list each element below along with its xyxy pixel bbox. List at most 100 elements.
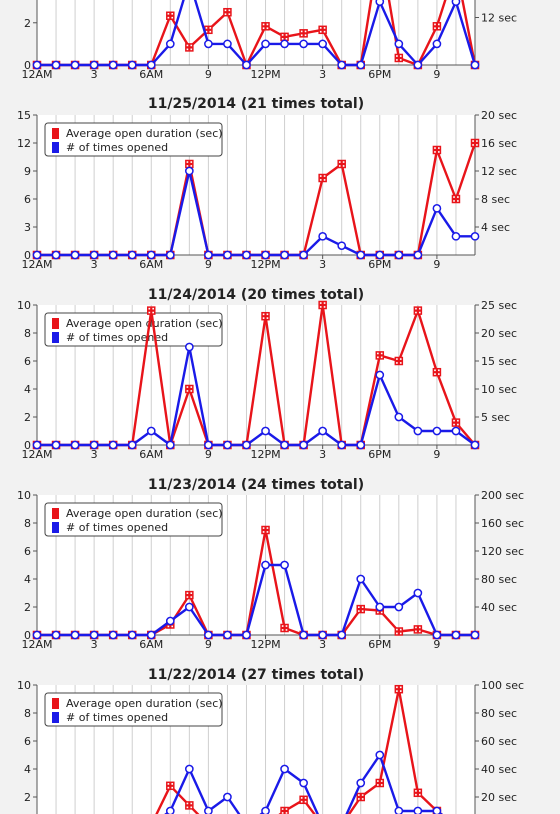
count-point xyxy=(204,806,213,814)
left-tick-label: 8 xyxy=(24,707,31,720)
right-tick-label: 40 sec xyxy=(481,601,517,614)
legend-duration-label: Average open duration (sec) xyxy=(66,697,223,710)
duration-point-cross xyxy=(452,419,459,426)
count-point xyxy=(299,440,308,450)
x-tick-label: 6PM xyxy=(368,638,391,651)
right-tick-label: 12 sec xyxy=(481,12,517,25)
duration-point-cross xyxy=(224,9,231,16)
right-tick-label: 200 sec xyxy=(481,489,524,502)
legend-box xyxy=(44,122,223,157)
duration-point-cross xyxy=(186,802,193,809)
duration-point-cross xyxy=(433,369,440,376)
x-tick-label: 9 xyxy=(433,68,440,81)
duration-point-cross xyxy=(186,44,193,51)
count-point xyxy=(337,630,347,640)
legend-swatch-count xyxy=(52,142,59,153)
legend-swatch-duration xyxy=(52,508,59,519)
count-point xyxy=(375,250,385,260)
duration-point-cross xyxy=(395,54,402,61)
duration-point-cross xyxy=(205,26,212,33)
right-tick-label: 25 sec xyxy=(481,299,517,312)
count-point xyxy=(165,616,175,626)
x-tick-label: 3 xyxy=(91,68,98,81)
left-tick-label: 6 xyxy=(24,545,31,558)
chart-title: 11/23/2014 (24 times total) xyxy=(148,477,364,493)
count-point xyxy=(432,426,442,436)
left-tick-label: 2 xyxy=(24,601,31,614)
count-point xyxy=(394,39,404,49)
right-tick-label: 120 sec xyxy=(481,545,524,558)
duration-point-cross xyxy=(376,352,383,359)
count-point xyxy=(299,778,308,788)
left-tick-label: 8 xyxy=(24,517,31,530)
right-tick-label: 160 sec xyxy=(481,517,524,530)
count-point xyxy=(127,60,137,70)
count-point xyxy=(32,630,42,640)
chart-panel-1: 0 3 6 9 12 15 4 sec 8 sec 12 sec 16 sec 20 sec 12AM… xyxy=(17,96,517,271)
duration-point-cross xyxy=(300,796,307,803)
left-tick-label: 10 xyxy=(17,299,31,312)
duration-point-cross xyxy=(414,307,421,314)
count-point xyxy=(337,60,347,70)
duration-point-cross xyxy=(395,358,402,364)
duration-point-cross xyxy=(319,26,326,33)
count-point xyxy=(394,806,404,814)
chart-title: 11/22/2014 (27 times total) xyxy=(148,667,364,683)
left-tick-label: 12 xyxy=(17,137,31,150)
duration-point-cross xyxy=(262,23,269,30)
x-tick-label: 3 xyxy=(91,258,98,271)
duration-point-cross xyxy=(300,30,307,37)
count-point xyxy=(204,39,213,49)
count-point xyxy=(280,39,289,49)
chart-panel-2: 0 2 4 6 8 10 5 sec 10 sec 15 sec 20 sec 25 sec 12AM… xyxy=(17,287,517,461)
left-tick-label: 0 xyxy=(24,629,31,642)
duration-point-cross xyxy=(319,175,326,181)
right-tick-label: 20 sec xyxy=(481,109,517,122)
count-point xyxy=(413,60,423,70)
count-point xyxy=(127,440,137,450)
left-tick-label: 6 xyxy=(24,193,31,206)
x-tick-label: 3 xyxy=(319,68,326,81)
count-point xyxy=(375,750,385,760)
left-tick-label: 6 xyxy=(24,355,31,368)
left-tick-label: 4 xyxy=(24,573,31,586)
x-tick-label: 12PM xyxy=(250,68,280,81)
count-point xyxy=(89,250,99,260)
count-point xyxy=(413,250,423,260)
count-point xyxy=(470,231,480,241)
duration-point-cross xyxy=(472,140,478,146)
x-tick-label: 3 xyxy=(319,448,326,461)
legend-count-label: # of times opened xyxy=(66,711,168,724)
count-point xyxy=(51,250,61,260)
count-point xyxy=(280,560,289,570)
x-tick-label: 12AM xyxy=(21,448,52,461)
x-tick-label: 9 xyxy=(433,638,440,651)
count-point xyxy=(32,440,42,450)
count-point xyxy=(432,203,442,213)
duration-point-cross xyxy=(433,147,440,153)
count-point xyxy=(299,39,308,49)
duration-point-cross xyxy=(262,313,269,320)
left-tick-label: 8 xyxy=(24,327,31,340)
count-point xyxy=(127,630,137,640)
count-point xyxy=(261,39,270,49)
count-point xyxy=(413,588,423,598)
count-point xyxy=(375,602,385,612)
x-tick-label: 3 xyxy=(319,638,326,651)
count-point xyxy=(184,342,194,352)
x-tick-label: 9 xyxy=(205,448,212,461)
count-point xyxy=(32,60,42,70)
count-point xyxy=(261,250,270,260)
x-tick-label: 12PM xyxy=(250,258,280,271)
duration-point-cross xyxy=(414,789,421,796)
duration-point-cross xyxy=(148,307,155,314)
right-tick-label: 60 sec xyxy=(481,735,517,748)
duration-line xyxy=(155,688,444,814)
x-tick-label: 3 xyxy=(91,638,98,651)
count-point xyxy=(70,60,80,70)
x-tick-label: 6PM xyxy=(368,258,391,271)
count-point xyxy=(470,630,480,640)
count-point xyxy=(184,602,194,612)
duration-point-cross xyxy=(281,808,288,814)
duration-point-cross xyxy=(167,782,174,789)
